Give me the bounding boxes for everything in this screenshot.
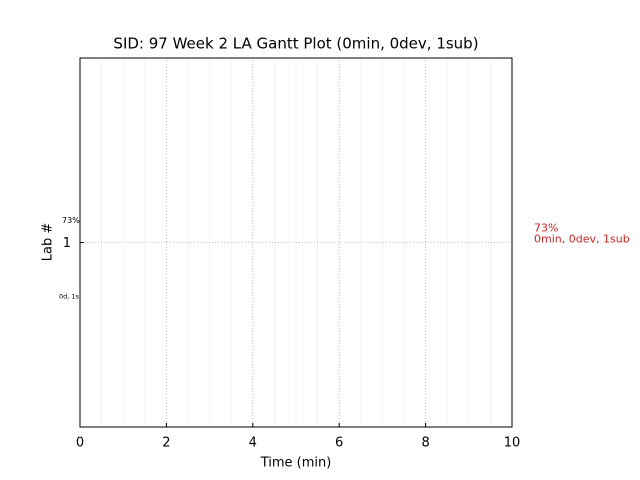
y-axis-label: Lab # (41, 223, 56, 262)
annotation: 0min, 0dev, 1sub (534, 233, 630, 246)
chart-title: SID: 97 Week 2 LA Gantt Plot (0min, 0dev… (113, 35, 478, 53)
x-tick-label: 6 (335, 436, 343, 451)
x-tick-label: 8 (421, 436, 429, 451)
x-axis-label: Time (min) (260, 456, 332, 471)
annotation: 0d, 1s (59, 293, 80, 301)
x-tick-label: 0 (76, 436, 84, 451)
x-tick-label: 2 (162, 436, 170, 451)
x-tick-label: 10 (504, 436, 521, 451)
annotation: 73% (62, 216, 80, 225)
annotation: 73% (534, 222, 558, 235)
x-tick-label: 4 (249, 436, 257, 451)
plot-frame (79, 57, 513, 428)
y-tick-label: 1 (63, 236, 71, 251)
